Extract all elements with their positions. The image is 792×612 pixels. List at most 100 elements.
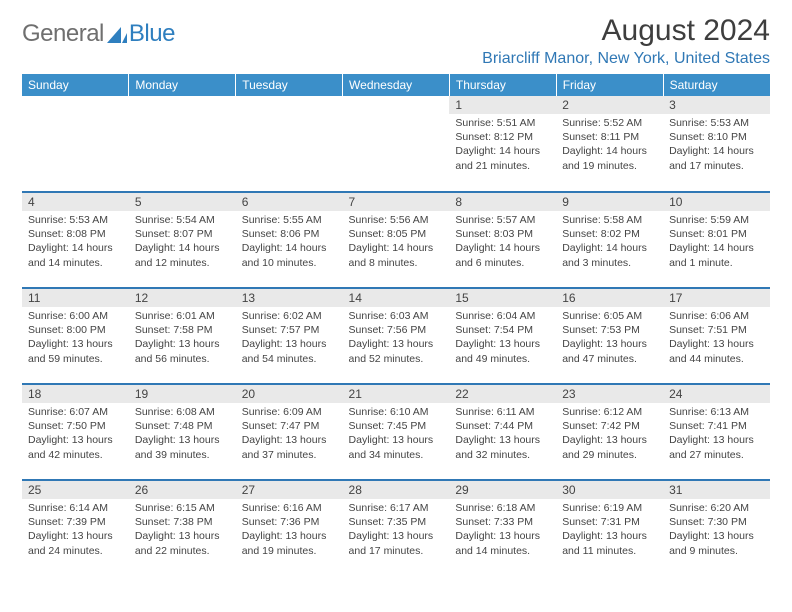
calendar-day-cell: 29Sunrise: 6:18 AMSunset: 7:33 PMDayligh…: [449, 480, 556, 576]
daylight-line-2: and 17 minutes.: [349, 544, 444, 558]
daylight-line-1: Daylight: 13 hours: [242, 337, 337, 351]
sunset-text: Sunset: 7:42 PM: [562, 419, 657, 433]
sunrise-text: Sunrise: 6:20 AM: [669, 501, 764, 515]
day-number: 28: [343, 481, 450, 499]
calendar-day-cell: [22, 96, 129, 192]
calendar-table: Sunday Monday Tuesday Wednesday Thursday…: [22, 74, 770, 576]
sunrise-text: Sunrise: 6:06 AM: [669, 309, 764, 323]
calendar-day-cell: 21Sunrise: 6:10 AMSunset: 7:45 PMDayligh…: [343, 384, 450, 480]
daylight-line-2: and 3 minutes.: [562, 256, 657, 270]
day-detail: Sunrise: 6:13 AMSunset: 7:41 PMDaylight:…: [663, 403, 770, 466]
sunrise-text: Sunrise: 6:03 AM: [349, 309, 444, 323]
day-detail: Sunrise: 5:51 AMSunset: 8:12 PMDaylight:…: [449, 114, 556, 177]
sunset-text: Sunset: 8:12 PM: [455, 130, 550, 144]
daylight-line-2: and 9 minutes.: [669, 544, 764, 558]
day-detail: Sunrise: 5:52 AMSunset: 8:11 PMDaylight:…: [556, 114, 663, 177]
day-number: 20: [236, 385, 343, 403]
sunrise-text: Sunrise: 6:16 AM: [242, 501, 337, 515]
daylight-line-2: and 44 minutes.: [669, 352, 764, 366]
calendar-day-cell: [343, 96, 450, 192]
weekday-header: Monday: [129, 74, 236, 96]
sunset-text: Sunset: 7:33 PM: [455, 515, 550, 529]
day-number: 1: [449, 96, 556, 114]
daylight-line-1: Daylight: 13 hours: [562, 337, 657, 351]
day-detail: Sunrise: 5:58 AMSunset: 8:02 PMDaylight:…: [556, 211, 663, 274]
calendar-week-row: 4Sunrise: 5:53 AMSunset: 8:08 PMDaylight…: [22, 192, 770, 288]
day-number: 27: [236, 481, 343, 499]
calendar-day-cell: 6Sunrise: 5:55 AMSunset: 8:06 PMDaylight…: [236, 192, 343, 288]
day-number: 6: [236, 193, 343, 211]
daylight-line-2: and 37 minutes.: [242, 448, 337, 462]
sunset-text: Sunset: 7:30 PM: [669, 515, 764, 529]
sunrise-text: Sunrise: 6:07 AM: [28, 405, 123, 419]
weekday-header: Friday: [556, 74, 663, 96]
calendar-day-cell: 4Sunrise: 5:53 AMSunset: 8:08 PMDaylight…: [22, 192, 129, 288]
calendar-day-cell: 13Sunrise: 6:02 AMSunset: 7:57 PMDayligh…: [236, 288, 343, 384]
sunrise-text: Sunrise: 5:58 AM: [562, 213, 657, 227]
sunrise-text: Sunrise: 5:56 AM: [349, 213, 444, 227]
logo-text-blue: Blue: [129, 20, 175, 48]
sunset-text: Sunset: 7:50 PM: [28, 419, 123, 433]
daylight-line-2: and 56 minutes.: [135, 352, 230, 366]
daylight-line-2: and 1 minute.: [669, 256, 764, 270]
daylight-line-1: Daylight: 13 hours: [349, 529, 444, 543]
sunrise-text: Sunrise: 6:12 AM: [562, 405, 657, 419]
daylight-line-2: and 54 minutes.: [242, 352, 337, 366]
weekday-header: Tuesday: [236, 74, 343, 96]
day-number: 9: [556, 193, 663, 211]
day-detail: Sunrise: 5:54 AMSunset: 8:07 PMDaylight:…: [129, 211, 236, 274]
day-number: 19: [129, 385, 236, 403]
daylight-line-2: and 39 minutes.: [135, 448, 230, 462]
sunset-text: Sunset: 7:57 PM: [242, 323, 337, 337]
sunrise-text: Sunrise: 6:15 AM: [135, 501, 230, 515]
day-detail: Sunrise: 6:03 AMSunset: 7:56 PMDaylight:…: [343, 307, 450, 370]
daylight-line-2: and 47 minutes.: [562, 352, 657, 366]
day-number: [343, 96, 450, 114]
daylight-line-1: Daylight: 14 hours: [669, 144, 764, 158]
day-number: 25: [22, 481, 129, 499]
daylight-line-2: and 34 minutes.: [349, 448, 444, 462]
day-number: 17: [663, 289, 770, 307]
weekday-header: Thursday: [449, 74, 556, 96]
daylight-line-2: and 29 minutes.: [562, 448, 657, 462]
day-detail: Sunrise: 6:06 AMSunset: 7:51 PMDaylight:…: [663, 307, 770, 370]
daylight-line-1: Daylight: 13 hours: [455, 433, 550, 447]
day-detail: Sunrise: 6:16 AMSunset: 7:36 PMDaylight:…: [236, 499, 343, 562]
daylight-line-1: Daylight: 13 hours: [242, 433, 337, 447]
daylight-line-1: Daylight: 14 hours: [28, 241, 123, 255]
daylight-line-2: and 19 minutes.: [242, 544, 337, 558]
calendar-day-cell: 11Sunrise: 6:00 AMSunset: 8:00 PMDayligh…: [22, 288, 129, 384]
daylight-line-2: and 10 minutes.: [242, 256, 337, 270]
day-number: 24: [663, 385, 770, 403]
calendar-week-row: 25Sunrise: 6:14 AMSunset: 7:39 PMDayligh…: [22, 480, 770, 576]
sunset-text: Sunset: 8:07 PM: [135, 227, 230, 241]
daylight-line-2: and 22 minutes.: [135, 544, 230, 558]
sunrise-text: Sunrise: 6:19 AM: [562, 501, 657, 515]
sunset-text: Sunset: 8:11 PM: [562, 130, 657, 144]
calendar-day-cell: 3Sunrise: 5:53 AMSunset: 8:10 PMDaylight…: [663, 96, 770, 192]
sunrise-text: Sunrise: 5:52 AM: [562, 116, 657, 130]
day-detail: Sunrise: 6:04 AMSunset: 7:54 PMDaylight:…: [449, 307, 556, 370]
logo-sail-icon: [107, 25, 127, 43]
page-title: August 2024: [482, 14, 770, 48]
sunrise-text: Sunrise: 6:11 AM: [455, 405, 550, 419]
daylight-line-2: and 42 minutes.: [28, 448, 123, 462]
calendar-day-cell: 8Sunrise: 5:57 AMSunset: 8:03 PMDaylight…: [449, 192, 556, 288]
sunset-text: Sunset: 7:35 PM: [349, 515, 444, 529]
day-number: 29: [449, 481, 556, 499]
day-detail: Sunrise: 6:08 AMSunset: 7:48 PMDaylight:…: [129, 403, 236, 466]
sunrise-text: Sunrise: 6:02 AM: [242, 309, 337, 323]
sunset-text: Sunset: 7:45 PM: [349, 419, 444, 433]
sunset-text: Sunset: 7:39 PM: [28, 515, 123, 529]
daylight-line-1: Daylight: 14 hours: [242, 241, 337, 255]
day-number: 14: [343, 289, 450, 307]
sunset-text: Sunset: 8:03 PM: [455, 227, 550, 241]
calendar-day-cell: 23Sunrise: 6:12 AMSunset: 7:42 PMDayligh…: [556, 384, 663, 480]
daylight-line-2: and 11 minutes.: [562, 544, 657, 558]
sunset-text: Sunset: 7:54 PM: [455, 323, 550, 337]
day-number: 15: [449, 289, 556, 307]
day-detail: Sunrise: 5:59 AMSunset: 8:01 PMDaylight:…: [663, 211, 770, 274]
day-number: 5: [129, 193, 236, 211]
sunrise-text: Sunrise: 6:13 AM: [669, 405, 764, 419]
sunrise-text: Sunrise: 5:53 AM: [669, 116, 764, 130]
